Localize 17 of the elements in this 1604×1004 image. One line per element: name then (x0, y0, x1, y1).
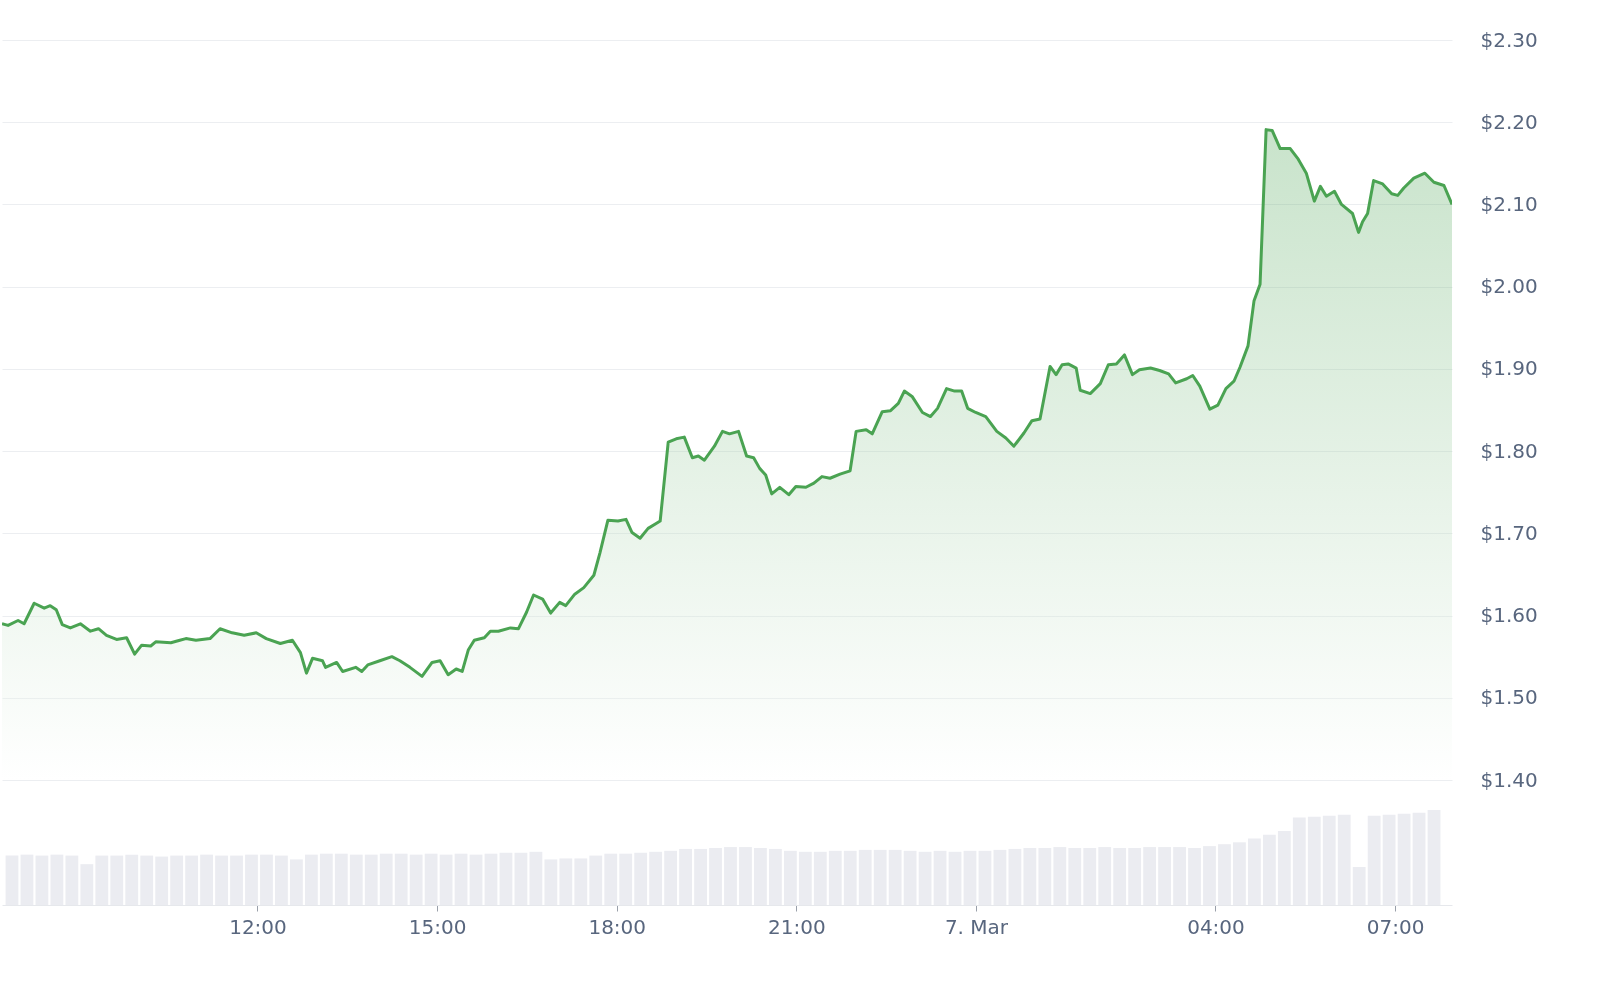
x-tick-label: 21:00 (768, 914, 826, 939)
y-tick-label: $1.50 (1480, 685, 1538, 710)
x-tick-label: 15:00 (408, 914, 467, 939)
x-tick-label: 04:00 (1187, 914, 1245, 939)
y-tick-label: $2.20 (1480, 109, 1538, 134)
y-tick-label: $2.00 (1480, 274, 1538, 299)
y-tick-label: $1.60 (1480, 603, 1538, 628)
y-tick-label: $1.80 (1480, 438, 1538, 463)
x-tick-label: 07:00 (1366, 914, 1425, 939)
y-tick-label: $1.70 (1480, 520, 1538, 545)
x-tick-label: 18:00 (588, 914, 647, 939)
y-tick-label: $1.90 (1480, 356, 1538, 381)
y-tick-label: $2.30 (1480, 27, 1538, 52)
y-tick-label: $1.40 (1480, 767, 1538, 792)
y-tick-label: $2.10 (1480, 191, 1538, 216)
x-tick-label: 7. Mar (944, 914, 1009, 939)
x-tick-label: 12:00 (229, 914, 287, 939)
